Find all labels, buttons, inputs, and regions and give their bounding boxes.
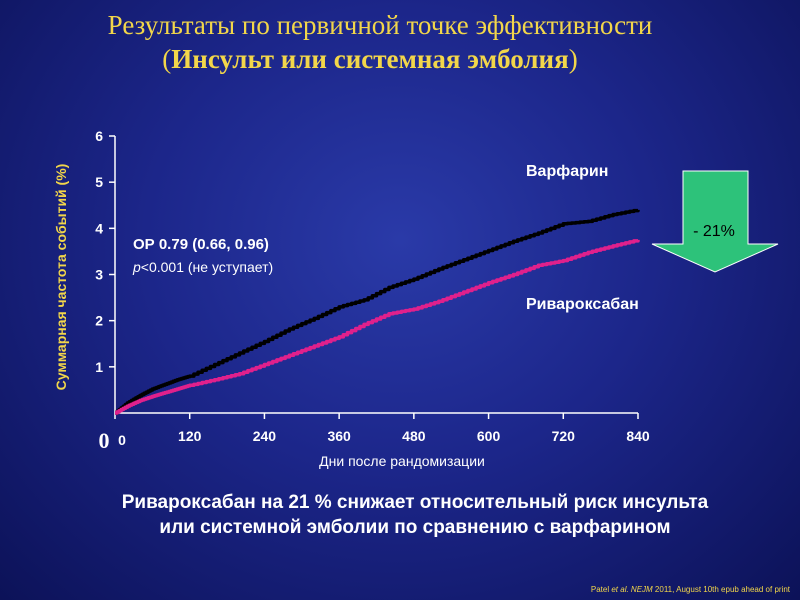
page-title: Результаты по первичной точке эффективно… [107, 10, 653, 40]
x-tick-label: 240 [253, 428, 277, 444]
x-tick-label: 840 [626, 428, 650, 444]
p-italic: p [132, 259, 141, 275]
subtitle-close: ) [568, 44, 578, 74]
x-tick-label: 0 [118, 432, 126, 448]
series-label-warfarin: Варфарин [526, 163, 608, 180]
y-axis-label: Суммарная частота событий (%) [53, 164, 69, 391]
y-tick-label: 2 [95, 313, 103, 329]
source-author: Patel [590, 585, 612, 594]
y-tick-label: 3 [95, 267, 103, 283]
conclusion: Ривароксабан на 21 % снижает относительн… [0, 490, 800, 540]
reduction-arrow-label: - 21% [693, 223, 735, 240]
y-tick-label: 1 [95, 359, 103, 375]
p-annotation: p<0.001 (не уступает) [132, 259, 273, 275]
page-subtitle: (Инсульт или системная эмболия) [0, 44, 770, 75]
subtitle-bold: Инсульт или системная эмболия [171, 44, 569, 74]
reduction-arrow: - 21% [651, 170, 779, 273]
y-origin-label: 0 [99, 428, 110, 453]
source-citation: Patel et al. NEJM 2011, August 10th epub… [591, 585, 790, 594]
source-journal: et al. NEJM [611, 585, 653, 594]
source-rest: 2011, August 10th epub ahead of print [652, 585, 790, 594]
x-tick-label: 120 [178, 428, 202, 444]
x-axis-label: Дни после рандомизации [319, 453, 485, 469]
y-tick-label: 6 [95, 128, 103, 144]
reduction-arrow-shape [651, 170, 779, 273]
p-rest: <0.001 (не уступает) [141, 259, 273, 275]
chart-series [115, 208, 640, 415]
x-tick-label: 360 [327, 428, 351, 444]
x-tick-label: 600 [477, 428, 501, 444]
series-label-rivaroxaban: Ривароксабан [526, 296, 639, 313]
conclusion-line2: или системной эмболии по сравнению с вар… [159, 517, 671, 538]
y-tick-label: 5 [95, 174, 103, 190]
conclusion-line1: Ривароксабан на 21 % снижает относительн… [121, 492, 709, 513]
series-line-rivaroxaban [115, 239, 640, 415]
y-tick-label: 4 [95, 220, 103, 236]
series-line-warfarin [115, 208, 640, 415]
x-tick-label: 720 [552, 428, 576, 444]
x-tick-label: 480 [402, 428, 426, 444]
hr-annotation: ОР 0.79 (0.66, 0.96) [133, 236, 269, 253]
subtitle-open: ( [162, 44, 172, 74]
